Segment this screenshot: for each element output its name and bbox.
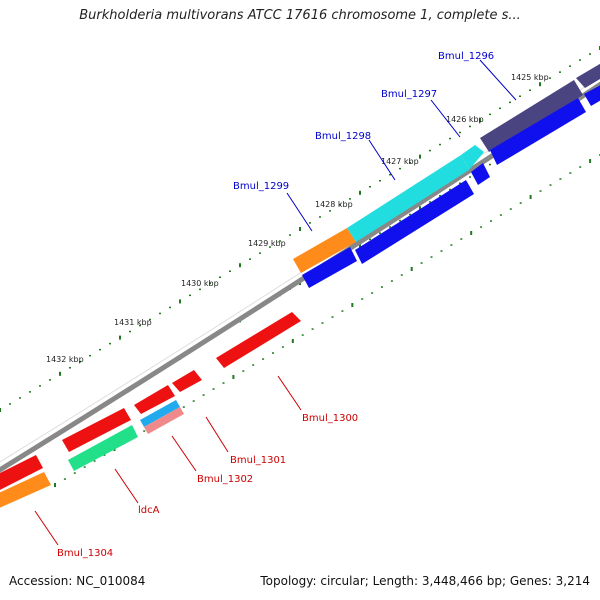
gene-bmul-1296[interactable] [480, 80, 583, 152]
gene-ldca[interactable] [68, 425, 138, 471]
gene-label-ldca[interactable]: ldcA [138, 505, 160, 516]
gene-bmul-1296-ext[interactable] [576, 58, 600, 88]
gene-label-bmul-1302[interactable]: Bmul_1302 [197, 474, 253, 485]
gene-label-bmul-1296[interactable]: Bmul_1296 [438, 51, 494, 62]
gene-bmul-1297-b[interactable] [471, 163, 490, 185]
gene-bmul-1302[interactable] [144, 407, 184, 434]
gene-label-bmul-1301[interactable]: Bmul_1301 [230, 455, 286, 466]
scale-label: 1428 kbp [315, 200, 353, 209]
gene-bmul-1304[interactable] [0, 472, 51, 512]
gene-label-bmul-1299[interactable]: Bmul_1299 [233, 181, 289, 192]
gene-bmul-1298[interactable] [347, 155, 469, 242]
gene-bmul-1297-d[interactable] [584, 80, 600, 106]
gene-bmul-1297-a[interactable] [302, 247, 357, 288]
gene-bmul-1299[interactable] [293, 228, 356, 273]
scale-label: 1432 kbp [46, 355, 84, 364]
accession-text: Accession: NC_010084 [9, 574, 146, 588]
gene-label-bmul-1300[interactable]: Bmul_1300 [302, 413, 358, 424]
map-title: Burkholderia multivorans ATCC 17616 chro… [79, 8, 521, 23]
scale-labels: 1425 kbp 1426 kbp 1427 kbp 1428 kbp 1429… [46, 73, 549, 364]
gene-label-bmul-1304[interactable]: Bmul_1304 [57, 548, 113, 559]
genome-summary-text: Topology: circular; Length: 3,448,466 bp… [260, 574, 590, 588]
gene-bmul-1302-cyan[interactable] [140, 400, 180, 427]
gene-bmul-1300[interactable] [216, 312, 301, 368]
scale-label: 1427 kbp [381, 157, 419, 166]
scale-label: 1430 kbp [181, 279, 219, 288]
forward-strand-genes [293, 58, 600, 288]
gene-bmul-1297-c[interactable] [490, 98, 586, 165]
gene-label-bmul-1297[interactable]: Bmul_1297 [381, 89, 437, 100]
gene-reverse-red[interactable] [62, 408, 131, 452]
scale-label: 1425 kbp [511, 73, 549, 82]
reverse-strand-genes [0, 312, 301, 512]
gene-bmul-1301-b[interactable] [134, 385, 175, 414]
scale-label: 1431 kbp [114, 318, 152, 327]
gene-label-bmul-1298[interactable]: Bmul_1298 [315, 131, 371, 142]
gene-bmul-1297[interactable] [355, 180, 474, 264]
gene-bmul-1298-tip[interactable] [461, 145, 484, 170]
gene-leader-lines [34, 59, 517, 546]
gene-left-red[interactable] [0, 455, 43, 495]
gene-labels: Bmul_1296 Bmul_1297 Bmul_1298 Bmul_1299 … [57, 51, 494, 559]
scale-label: 1426 kbp [446, 115, 484, 124]
gene-bmul-1301[interactable] [172, 370, 202, 392]
scale-label: 1429 kbp [248, 239, 286, 248]
